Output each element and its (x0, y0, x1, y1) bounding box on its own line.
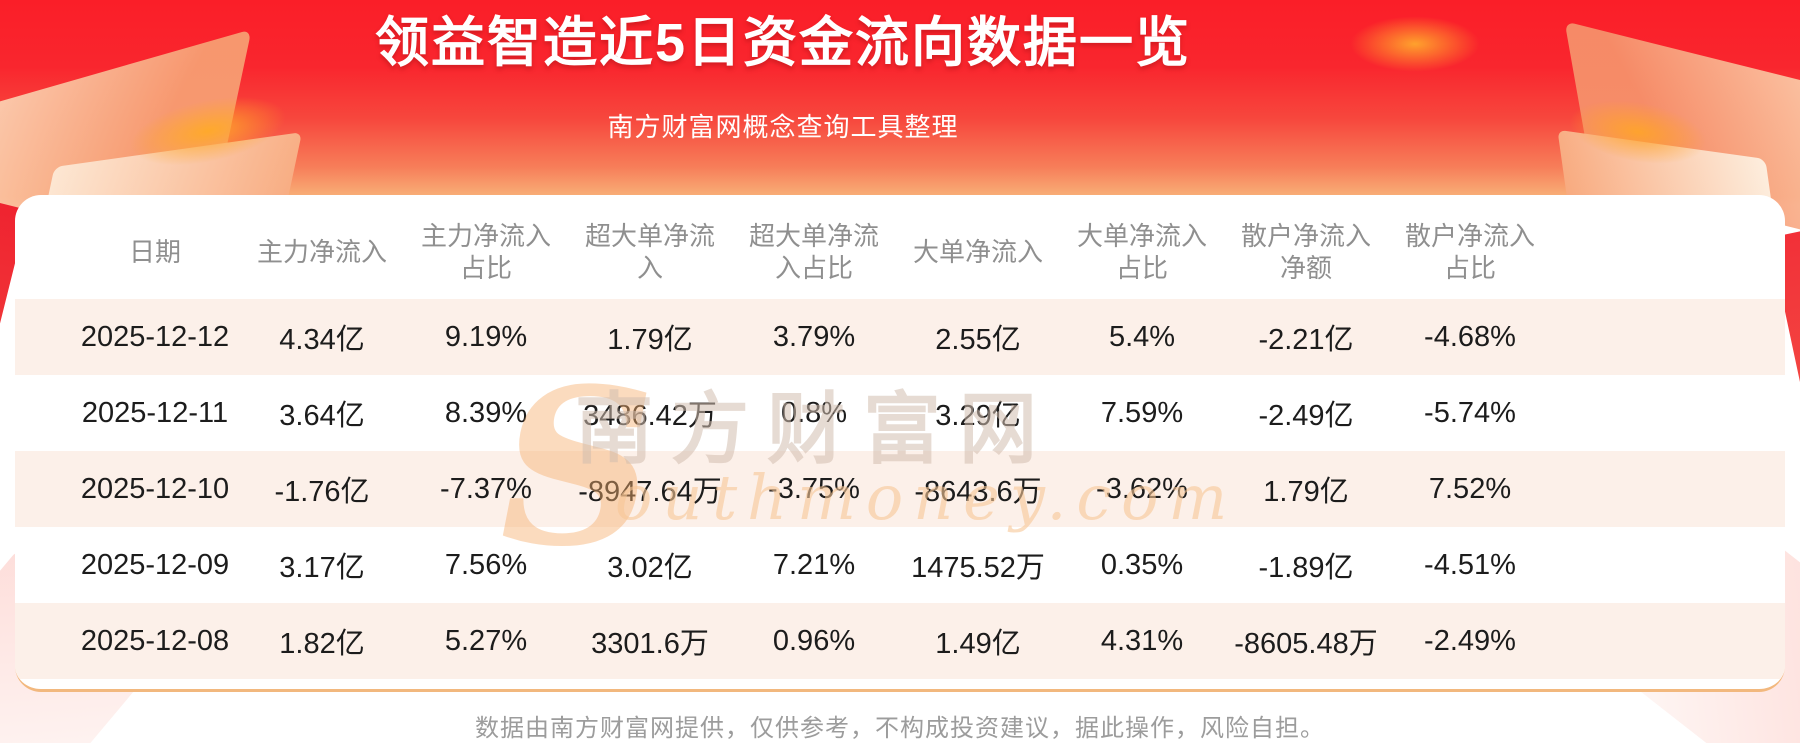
table-cell: 7.52% (1428, 472, 1512, 505)
table-row: 2025-12-10 -1.76亿 -7.37% -8947.64万 -3.75… (15, 451, 1785, 527)
table-cell: 1.79亿 (607, 324, 693, 356)
table-cell: 9.19% (444, 320, 528, 353)
table-cell: -2.21亿 (1258, 324, 1354, 356)
table-cell: 0.8% (780, 396, 848, 429)
table-cell: 3.64亿 (279, 400, 365, 432)
table-cell-date: 2025-12-10 (80, 472, 230, 505)
column-header-retail-net-inflow-ratio: 散户净流入占比 (1404, 220, 1535, 284)
column-header-xl-order-net-inflow-ratio: 超大单净流入占比 (748, 220, 879, 284)
column-header-main-net-inflow: 主力净流入 (256, 236, 387, 267)
table-cell: -8605.48万 (1234, 628, 1378, 660)
table-cell: 0.35% (1100, 548, 1184, 581)
table-cell: -7.37% (440, 472, 532, 505)
column-header-large-order-net-inflow-ratio: 大单净流入占比 (1076, 220, 1207, 284)
table-row: 2025-12-11 3.64亿 8.39% 3486.42万 0.8% 3.2… (15, 375, 1785, 451)
table-cell: 3.17亿 (279, 552, 365, 584)
table-cell: -8947.64万 (578, 476, 722, 508)
table-cell: -4.68% (1424, 320, 1516, 353)
table-cell: 4.34亿 (279, 324, 365, 356)
column-header-large-order-net-inflow: 大单净流入 (912, 236, 1043, 267)
table-cell-date: 2025-12-11 (81, 396, 229, 429)
table-cell: -4.51% (1424, 548, 1516, 581)
table-cell: 5.27% (444, 624, 528, 657)
table-cell-date: 2025-12-09 (80, 548, 230, 581)
table-cell: -2.49% (1424, 624, 1516, 657)
column-header-main-net-inflow-ratio: 主力净流入占比 (420, 220, 551, 284)
table-cell: 0.96% (772, 624, 856, 657)
title-block: 领益智造近5日资金流向数据一览 南方财富网概念查询工具整理 (0, 0, 1566, 144)
table-cell: -3.62% (1096, 472, 1188, 505)
table-cell: 7.21% (772, 548, 856, 581)
table-cell: 3301.6万 (591, 628, 709, 660)
table-cell: 1.79亿 (1263, 476, 1349, 508)
table-row: 2025-12-08 1.82亿 5.27% 3301.6万 0.96% 1.4… (15, 603, 1785, 679)
table-cell-date: 2025-12-12 (80, 320, 230, 353)
table-cell: 7.56% (444, 548, 528, 581)
table-cell: 3.02亿 (607, 552, 693, 584)
table-cell: -5.74% (1424, 396, 1516, 429)
table-cell: 3.79% (772, 320, 856, 353)
table-row: 2025-12-09 3.17亿 7.56% 3.02亿 7.21% 1475.… (15, 527, 1785, 603)
table-cell: -2.49亿 (1258, 400, 1354, 432)
table-cell: -8643.6万 (914, 476, 1042, 508)
table-cell: 3.29亿 (935, 400, 1021, 432)
table-cell: 7.59% (1100, 396, 1184, 429)
table-cell: 8.39% (444, 396, 528, 429)
column-header-xl-order-net-inflow: 超大单净流入 (584, 220, 715, 284)
table-cell: 1475.52万 (911, 552, 1045, 584)
table-cell: 2.55亿 (935, 324, 1021, 356)
table-cell: -3.75% (768, 472, 860, 505)
table-row: 2025-12-12 4.34亿 9.19% 1.79亿 3.79% 2.55亿… (15, 299, 1785, 375)
gold-glow-decoration-top-right-2 (1563, 90, 1713, 174)
page-title: 领益智造近5日资金流向数据一览 (374, 13, 1192, 73)
table-cell: 4.31% (1100, 624, 1184, 657)
table-cell: 3486.42万 (583, 400, 717, 432)
disclaimer-text: 数据由南方财富网提供，仅供参考，不构成投资建议，据此操作，风险自担。 (475, 715, 1325, 742)
table-header-row: 日期 主力净流入 主力净流入占比 超大单净流入 超大单净流入占比 大单净流入 大… (15, 205, 1785, 299)
table-cell: -1.76亿 (274, 476, 370, 508)
table-cell: 5.4% (1108, 320, 1176, 353)
page-subtitle: 南方财富网概念查询工具整理 (607, 112, 959, 143)
table-cell: 1.82亿 (279, 628, 365, 660)
column-header-date: 日期 (128, 236, 181, 267)
column-header-retail-net-inflow: 散户净流入净额 (1240, 220, 1371, 284)
fund-flow-table-card: 日期 主力净流入 主力净流入占比 超大单净流入 超大单净流入占比 大单净流入 大… (15, 195, 1785, 692)
table-cell: -1.89亿 (1258, 552, 1354, 584)
table-cell: 1.49亿 (935, 628, 1021, 660)
table-cell-date: 2025-12-08 (80, 624, 230, 657)
